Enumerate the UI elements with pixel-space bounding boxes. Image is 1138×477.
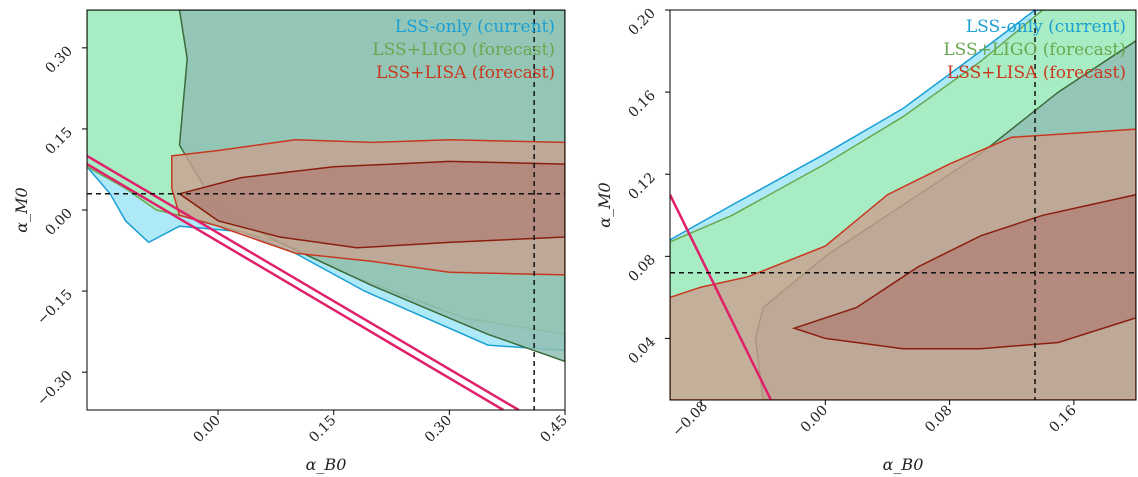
legend-entry-2: LSS+LIGO (forecast) [943, 40, 1126, 60]
y-tick-label: 0.15 [42, 124, 75, 157]
plot-area [87, 10, 565, 410]
y-tick-label: 0.16 [625, 88, 658, 121]
y-tick-label: 0.12 [625, 170, 658, 203]
y-tick-label: 0.00 [42, 206, 75, 239]
legend-entry-3: LSS+LISA (forecast) [947, 63, 1126, 83]
lisa-inner-contour [177, 160, 565, 249]
y-tick-label: 0.08 [625, 252, 658, 285]
legend-entry-3: LSS+LISA (forecast) [376, 63, 555, 83]
x-tick-label: 0.08 [922, 402, 955, 435]
x-tick-label: 0.00 [191, 412, 224, 445]
legend-entry-2: LSS+LIGO (forecast) [372, 40, 555, 60]
y-tick-label: 0.30 [42, 43, 75, 76]
y-tick-label: −0.15 [34, 287, 76, 329]
legend-entry-1: LSS-only (current) [966, 17, 1126, 37]
x-axis-label: α_B0 [883, 455, 924, 474]
plot-frame [669, 9, 1137, 401]
left-panel: 0.00 0.15 0.30 0.45 −0.30 −0.15 0.00 0.15 0.30 α_… [12, 9, 571, 474]
x-tick-label: 0.16 [1046, 402, 1079, 435]
y-tick-label: 0.04 [625, 334, 658, 367]
plot-area [670, 10, 1136, 400]
legend-entry-1: LSS-only (current) [395, 17, 555, 37]
y-tick-label: −0.30 [34, 368, 76, 410]
x-tick-label: 0.00 [798, 402, 831, 435]
degeneracy-line-2 [87, 162, 504, 410]
x-tick-label: 0.15 [306, 412, 339, 445]
x-tick-label: 0.30 [422, 412, 455, 445]
y-tick-label: 0.20 [625, 6, 658, 39]
x-axis-label: α_B0 [306, 455, 347, 474]
degeneracy-line-1 [87, 154, 520, 410]
right-panel: −0.08 0.00 0.08 0.16 0.04 0.08 0.12 0.16 0.20 α_B… [595, 6, 1137, 474]
x-tick-label: 0.45 [537, 412, 570, 445]
degeneracy-line-1 [670, 194, 773, 400]
y-axis-label: α_M0 [12, 187, 31, 232]
y-axis-label: α_M0 [595, 182, 614, 227]
x-tick-label: −0.08 [669, 398, 711, 440]
